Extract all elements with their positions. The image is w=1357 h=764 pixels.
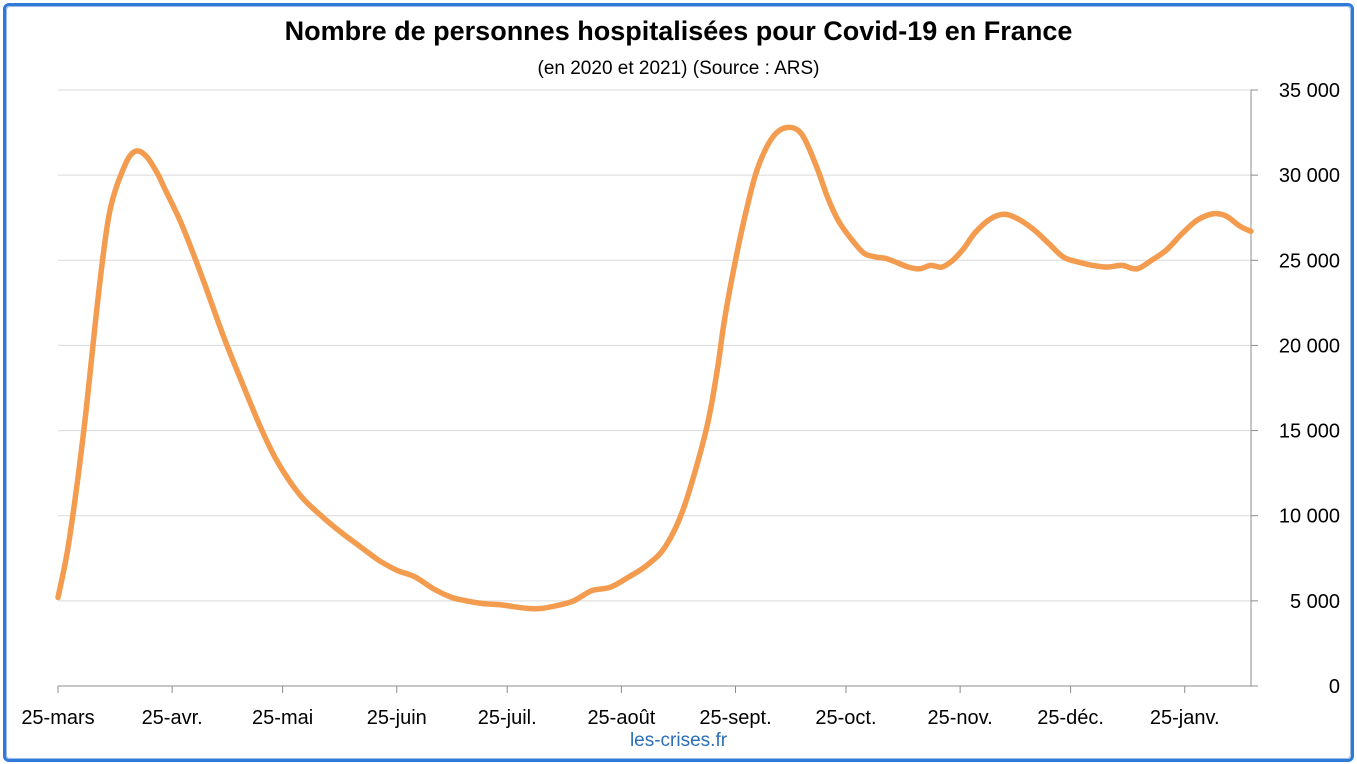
chart-subtitle: (en 2020 et 2021) (Source : ARS) bbox=[537, 58, 820, 79]
y-tick-label: 35 000 bbox=[1279, 80, 1340, 102]
y-tick-label: 5 000 bbox=[1290, 591, 1340, 613]
grid-lines bbox=[58, 89, 1251, 602]
x-tick-label: 25-janv. bbox=[1150, 707, 1220, 729]
tick-labels: 0 5 000 10 000 15 000 20 000 25 000 30 000 35 0… bbox=[21, 80, 1340, 729]
y-tick-label: 10 000 bbox=[1279, 506, 1340, 528]
x-tick-label: 25-oct. bbox=[815, 707, 876, 729]
x-tick-label: 25-sept. bbox=[699, 707, 771, 729]
x-tick-label: 25-mai bbox=[252, 707, 313, 729]
chart-frame bbox=[3, 3, 1354, 762]
x-tick-label: 25-avr. bbox=[142, 707, 203, 729]
series-group bbox=[55, 124, 1254, 612]
chart-frame-inner bbox=[6, 6, 1351, 759]
y-tick-label: 15 000 bbox=[1279, 421, 1340, 443]
y-tick-label: 0 bbox=[1329, 676, 1340, 698]
x-tick-label: 25-mars bbox=[21, 707, 94, 729]
axes bbox=[57, 89, 1258, 693]
series-line-0 bbox=[55, 124, 1254, 612]
y-tick-label: 20 000 bbox=[1279, 335, 1340, 357]
x-tick-label: 25-juil. bbox=[478, 707, 537, 729]
y-tick-label: 30 000 bbox=[1279, 165, 1340, 187]
x-tick-label: 25-nov. bbox=[927, 707, 992, 729]
credit-text: les-crises.fr bbox=[629, 730, 728, 751]
chart-title: Nombre de personnes hospitalisées pour C… bbox=[284, 16, 1073, 46]
y-tick-label: 25 000 bbox=[1279, 250, 1340, 272]
x-tick-label: 25-déc. bbox=[1037, 707, 1104, 729]
x-tick-label: 25-août bbox=[587, 707, 655, 729]
x-tick-label: 25-juin bbox=[367, 707, 427, 729]
